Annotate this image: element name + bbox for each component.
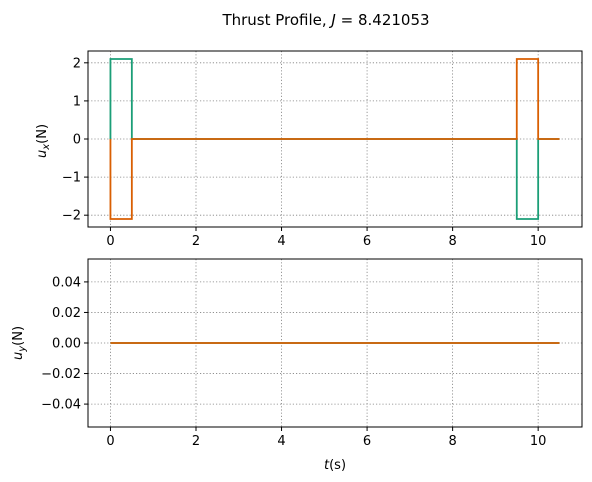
ux-xtick-label: 4 (277, 234, 285, 249)
ux-ytick-label: 0 (73, 133, 81, 148)
uy-xtick-label: 8 (448, 434, 456, 449)
uy-xtick-label: 10 (530, 434, 547, 449)
uy-ylabel: uy(N) (11, 326, 28, 360)
ux-ylabel: ux(N) (35, 124, 52, 158)
uy-xtick-label: 0 (106, 434, 114, 449)
ux-subplot: 0 2 4 6 8 10 −2 −1 0 1 2 (62, 50, 583, 249)
uy-ytick-label: 0.04 (52, 275, 81, 290)
uy-ytick-label: 0.00 (52, 337, 81, 352)
chart-title: Thrust Profile, J = 8.421053 (221, 11, 429, 29)
uy-subplot: 0 2 4 6 8 10 −0.04 −0.02 0.00 0.02 0.04 (41, 258, 583, 449)
ux-xtick-label: 0 (106, 234, 114, 249)
uy-ytick-label: −0.04 (41, 398, 81, 413)
ux-ytick-label: 1 (73, 94, 81, 109)
ux-ytick-label: 2 (73, 56, 81, 71)
uy-xtick-label: 6 (363, 434, 371, 449)
ux-ytick-label: −2 (62, 209, 81, 224)
uy-xlabel: t(s) (324, 458, 346, 473)
ux-series-b-line (109, 58, 560, 220)
ux-xtick-label: 6 (363, 234, 371, 249)
ux-xtick-label: 2 (192, 234, 200, 249)
ux-xtick-label: 10 (530, 234, 547, 249)
ux-ytick-label: −1 (62, 171, 81, 186)
uy-ytick-label: −0.02 (41, 367, 81, 382)
uy-xtick-label: 4 (277, 434, 285, 449)
uy-xtick-label: 2 (192, 434, 200, 449)
uy-ytick-label: 0.02 (52, 306, 81, 321)
ux-xtick-label: 8 (448, 234, 456, 249)
